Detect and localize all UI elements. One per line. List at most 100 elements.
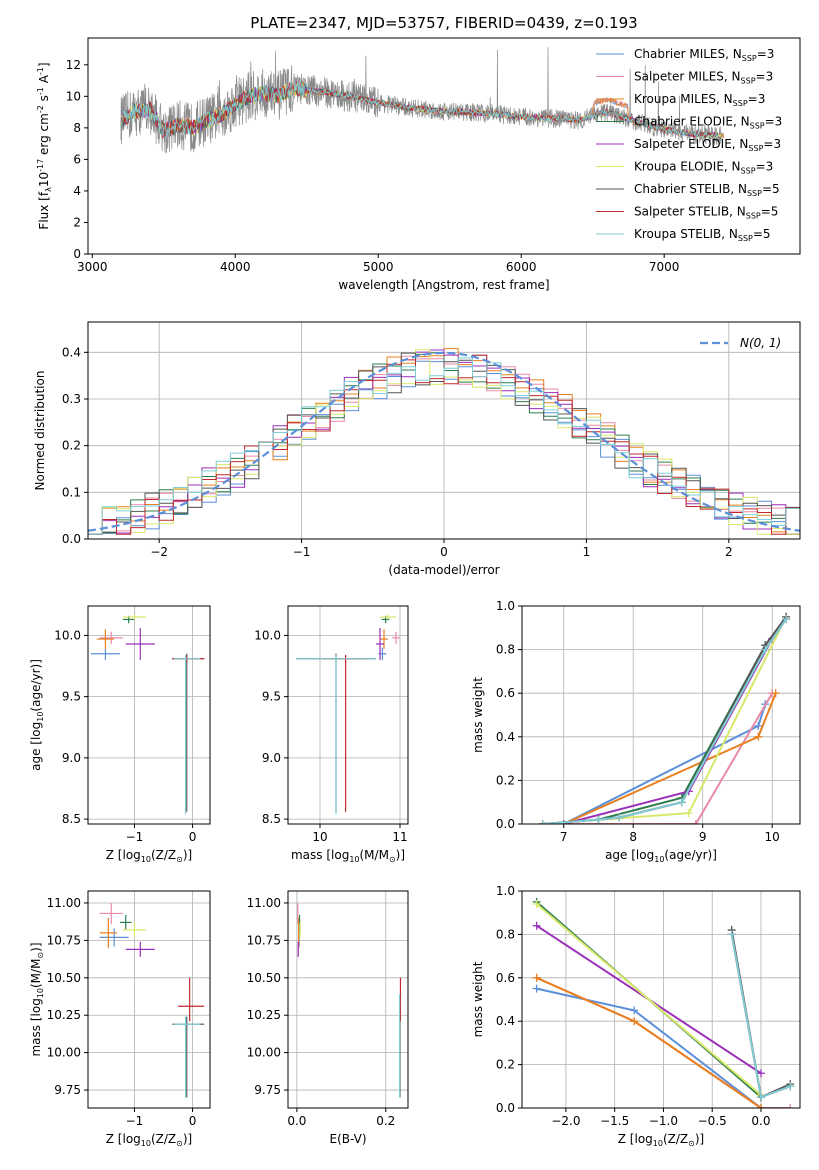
label-part: 10: [36, 712, 45, 722]
weight-point: [786, 1082, 795, 1091]
x-tick-label: 5000: [363, 260, 394, 274]
label-part: Kroupa STELIB, N: [634, 227, 738, 241]
y-axis-label: mass weight: [471, 961, 485, 1037]
y-tick-label: 10.25: [47, 1008, 81, 1022]
y-tick-label: 8.5: [262, 812, 281, 826]
grid: [288, 891, 408, 1108]
legend-label: N(0, 1): [740, 336, 781, 350]
legend-label: Chabrier ELODIE, NSSP=3: [634, 115, 782, 131]
y-tick-label: 9.0: [262, 751, 281, 765]
y-tick-label: 9.5: [62, 690, 81, 704]
x-tick-label: 8: [629, 830, 637, 844]
label-part: Chabrier STELIB, N: [634, 182, 747, 196]
legend: N(0, 1): [700, 336, 781, 350]
errorbar-kroupa-stelib: [296, 654, 376, 815]
weight-point: [559, 820, 568, 824]
errorbar-chabrier-elodie: [119, 914, 132, 930]
plot-area: [99, 902, 205, 1098]
y-tick-label: 10.0: [254, 628, 281, 642]
label-part: wavelength [Angstrom, rest frame]: [338, 278, 549, 292]
label-part: Chabrier ELODIE, N: [634, 115, 750, 129]
y-tick-label: 10.0: [54, 628, 81, 642]
label-part: SSP: [741, 167, 756, 176]
label-part: 10: [349, 855, 359, 864]
label-part: λ: [44, 187, 53, 192]
label-part: SSP: [733, 99, 748, 108]
label-part: mass [log: [291, 848, 349, 862]
label-part: mass weight: [471, 961, 485, 1037]
weight-line-salpeter-elodie: [563, 638, 774, 824]
y-tick-label: 0.8: [496, 643, 515, 657]
label-part: -2: [36, 105, 45, 113]
y-axis-label: Flux [fλ10-17 erg cm-2 s-1 A-1]: [36, 62, 53, 229]
x-tick-label: 0: [440, 545, 448, 559]
y-tick-label: 0.0: [496, 1101, 515, 1115]
label-part: Salpeter MILES, N: [634, 70, 741, 84]
legend-label: Kroupa MILES, NSSP=3: [634, 92, 765, 108]
grid: [288, 606, 408, 824]
x-axis-label: mass [log10(M/M⊙)]: [291, 848, 405, 864]
y-tick-label: 10.00: [47, 1046, 81, 1060]
label-part: ]: [37, 62, 51, 67]
errorbar-chabrier-miles: [90, 647, 120, 660]
x-tick-label: 10: [312, 830, 327, 844]
histogram-salpeter-stelib: [88, 354, 800, 535]
axes-frame: [287, 890, 409, 1109]
label-part: Salpeter STELIB, N: [634, 205, 746, 219]
errorbar-kroupa-elodie: [122, 922, 147, 938]
label-part: )]: [183, 1132, 192, 1146]
weight-point: [594, 815, 603, 824]
weight-point: [630, 1006, 639, 1015]
y-tick-label: 0.6: [496, 686, 515, 700]
y-tick-label: 1.0: [496, 884, 515, 898]
label-part: mass weight: [471, 677, 485, 753]
label-part: -1: [36, 87, 45, 95]
weight-point: [727, 930, 736, 939]
label-part: 10: [653, 1139, 663, 1148]
y-tick-label: 11.00: [247, 896, 281, 910]
axes: −2.0 −1.5 −1.0 −0.5 0.0 0.0 0.2 0.4 0.6 0.8 1.0 Z […: [471, 884, 801, 1148]
weight-point: [782, 615, 791, 624]
errorbar-kroupa-miles: [99, 917, 118, 948]
plot-area: [532, 897, 795, 1108]
x-tick-label: 0: [189, 830, 197, 844]
x-tick-label: −1: [126, 830, 144, 844]
y-tick-label: 11.00: [47, 896, 81, 910]
label-part: SSP: [742, 54, 757, 63]
weight-line-chabrier-stelib: [542, 616, 787, 824]
panel-residuals: −2 −1 0 1 2 0.0 0.1 0.2 0.3 0.4 (data-model)/error…: [33, 321, 801, 577]
normal-curve: [88, 351, 800, 532]
label-part: (M/M: [29, 959, 43, 988]
label-part: 10: [141, 1139, 151, 1148]
weight-point: [532, 921, 541, 930]
label-part: )]: [396, 848, 405, 862]
weight-point: [756, 1104, 765, 1108]
axes-frame: [87, 37, 801, 255]
axes-frame: [287, 605, 409, 825]
x-tick-label: 0.2: [376, 1114, 395, 1128]
weight-point: [756, 1069, 765, 1078]
weight-point: [532, 984, 541, 993]
panel-mass_vs_EBV: 0.0 0.2 9.75 10.00 10.25 10.50 10.75 11.00 E(B-V…: [247, 890, 409, 1146]
weight-line-kroupa-elodie: [542, 616, 787, 824]
weight-point: [684, 809, 693, 818]
plot-area: [120, 47, 725, 154]
x-axis-label: Z [log10(Z/Z⊙)]: [106, 848, 192, 864]
x-axis-label: (data-model)/error: [388, 563, 499, 577]
y-tick-label: 0: [73, 247, 81, 261]
label-part: Chabrier MILES, N: [634, 47, 742, 61]
x-tick-label: 7000: [649, 260, 680, 274]
weight-line-kroupa-stelib: [542, 618, 787, 824]
legend-label: Kroupa ELODIE, NSSP=3: [634, 160, 773, 176]
y-tick-label: 0.3: [62, 392, 81, 406]
x-tick-label: 2: [725, 545, 733, 559]
y-tick-label: 12: [66, 58, 81, 72]
weight-point: [677, 798, 686, 807]
label-part: -1: [36, 67, 45, 75]
label-part: SSP: [741, 77, 756, 86]
model-spectrum-kroupa-stelib: [120, 79, 719, 139]
label-part: =3: [756, 160, 774, 174]
weight-point: [754, 732, 763, 741]
label-part: =5: [753, 227, 771, 241]
